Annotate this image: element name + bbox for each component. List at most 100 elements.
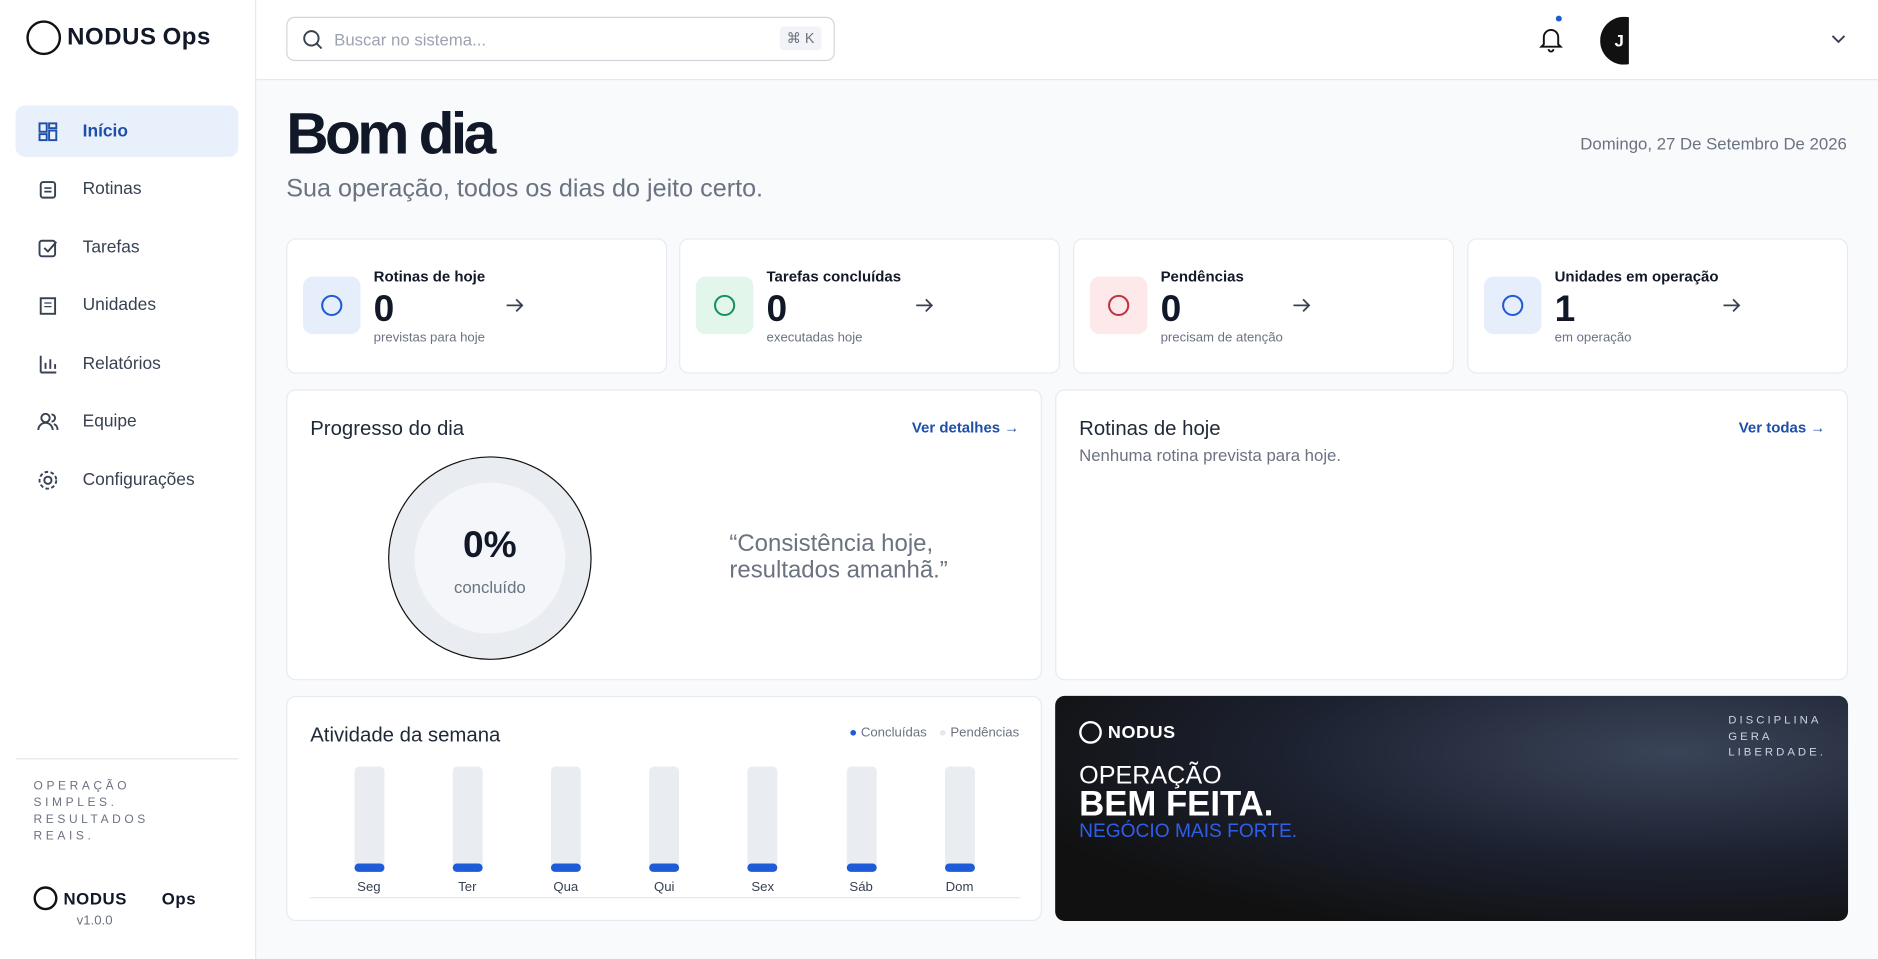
stat-note: executadas hoje: [766, 330, 863, 345]
divider: [15, 758, 239, 760]
day-bar: [747, 863, 778, 872]
nav-item[interactable]: Equipe: [16, 396, 239, 448]
brand-icon: [33, 886, 58, 911]
banner-line: NEGÓCIO MAIS FORTE.: [1079, 821, 1298, 842]
nav-item[interactable]: Unidades: [16, 280, 239, 332]
banner: NODUS DISCIPLINA GERA LIBERDADE. OPERAÇÃ…: [1055, 695, 1849, 922]
stat-card[interactable]: Tarefas concluídas 0 executadas hoje: [679, 238, 1060, 374]
legend: ● Concluídas ● Pendências: [849, 726, 1019, 740]
nav-icon: [38, 470, 58, 490]
day-label: Ter: [458, 880, 477, 895]
stat-card[interactable]: Unidades em operação 1 em operação: [1467, 238, 1849, 374]
stat-value: 0: [766, 287, 788, 330]
greeting-title: Bom dia: [286, 101, 496, 167]
nav-label: Unidades: [82, 295, 157, 315]
stat-label: Unidades em operação: [1554, 268, 1719, 286]
menu-chevron[interactable]: [1830, 32, 1847, 46]
stat-card[interactable]: Rotinas de hoje 0 previstas para hoje: [286, 238, 668, 374]
search-box[interactable]: Buscar no sistema... ⌘ K: [286, 16, 835, 62]
card-title: Progresso do dia: [310, 416, 465, 440]
banner-headline: BEM FEITA.: [1079, 785, 1274, 825]
notifications[interactable]: [1537, 25, 1566, 54]
stat-value: 0: [373, 287, 395, 330]
nav-icon: [39, 355, 57, 373]
stat-arrow: [1293, 298, 1311, 313]
day-track: [649, 766, 680, 872]
sidebar: NODUS Ops Início Rotinas Tarefas Unidades Re…: [0, 0, 257, 959]
legend-item: ● Concluídas: [849, 725, 927, 741]
day-label: Seg: [357, 880, 381, 895]
day-bar: [944, 863, 975, 872]
link-text: Ver todas: [1738, 419, 1807, 436]
day-track: [452, 766, 483, 872]
brand-icon: [1079, 721, 1102, 744]
stat-icon: [695, 276, 754, 335]
day-track: [747, 766, 778, 872]
nav-label: Rotinas: [82, 179, 142, 199]
see-all-link[interactable]: Ver todas →: [1738, 419, 1826, 436]
day-track: [846, 766, 877, 872]
brand-icon: [26, 20, 62, 56]
quote: “Consistência hoje, resultados amanhã.”: [729, 530, 948, 584]
card-title: Atividade da semana: [310, 723, 501, 747]
brand: NODUS Ops: [26, 20, 211, 56]
progress-percent: 0%: [463, 523, 517, 566]
header: Buscar no sistema... ⌘ K J: [256, 0, 1878, 81]
day-label: Sex: [751, 880, 775, 895]
day-bar: [452, 863, 483, 872]
day-label: Sáb: [849, 880, 873, 895]
nav-item[interactable]: Configurações: [16, 454, 239, 506]
avatar-initial: J: [1600, 16, 1629, 65]
stat-note: previstas para hoje: [373, 330, 486, 345]
date: Domingo, 27 De Setembro De 2026: [1580, 134, 1847, 154]
progress-caption: concluído: [453, 577, 526, 597]
brand-name: NODUS: [67, 23, 157, 51]
search-placeholder: Buscar no sistema...: [334, 29, 487, 50]
day-track: [353, 766, 384, 872]
card-title: Rotinas de hoje: [1079, 416, 1221, 440]
motto: DISCIPLINA GERA LIBERDADE.: [1728, 713, 1826, 760]
stat-note: em operação: [1554, 330, 1632, 345]
brand-suffix: Ops: [161, 888, 197, 908]
day-bar: [846, 863, 877, 872]
footer-brand: NODUS Ops: [33, 886, 197, 911]
day-track: [550, 766, 581, 872]
stat-icon: [303, 276, 361, 335]
banner-line: OPERAÇÃO: [1079, 761, 1222, 790]
stat-label: Tarefas concluídas: [766, 268, 902, 286]
legend-label: Pendências: [950, 725, 1020, 741]
notification-dot: [1555, 15, 1562, 22]
nav-label: Relatórios: [82, 353, 161, 374]
link-text: Ver detalhes: [911, 419, 1001, 436]
nav-label: Configurações: [82, 470, 195, 490]
shortcut: ⌘ K: [779, 26, 822, 51]
day-bar: [353, 863, 384, 872]
nav-icon: [38, 239, 58, 257]
day-bar: [550, 863, 581, 872]
avatar[interactable]: J: [1600, 16, 1629, 65]
nav-item[interactable]: Relatórios: [16, 338, 239, 390]
stat-icon: [1089, 276, 1148, 335]
nav-item[interactable]: Rotinas: [16, 163, 239, 215]
stat-card[interactable]: Pendências 0 precisam de atenção: [1073, 238, 1455, 374]
stat-arrow: [506, 298, 524, 313]
progress-card: Progresso do dia Ver detalhes → 0% concl…: [286, 389, 1042, 681]
nav-label: Equipe: [82, 412, 137, 432]
version: v1.0.0: [76, 913, 113, 929]
legend-item: ● Pendências: [938, 725, 1020, 741]
nav-icon: [39, 181, 57, 199]
day-label: Qua: [553, 880, 579, 895]
details-link[interactable]: Ver detalhes →: [911, 419, 1020, 436]
empty-message: Nenhuma rotina prevista para hoje.: [1079, 445, 1342, 465]
stat-value: 1: [1554, 287, 1576, 330]
nav-label: Início: [82, 121, 129, 141]
stat-note: precisam de atenção: [1160, 330, 1283, 345]
baseline: [310, 897, 1021, 899]
stat-label: Pendências: [1160, 268, 1244, 286]
routines-card: Rotinas de hoje Ver todas → Nenhuma roti…: [1055, 389, 1849, 681]
nav-item[interactable]: Início: [15, 105, 239, 157]
nav-icon: [39, 297, 57, 315]
day-track: [944, 766, 975, 872]
nav-item[interactable]: Tarefas: [16, 222, 239, 274]
